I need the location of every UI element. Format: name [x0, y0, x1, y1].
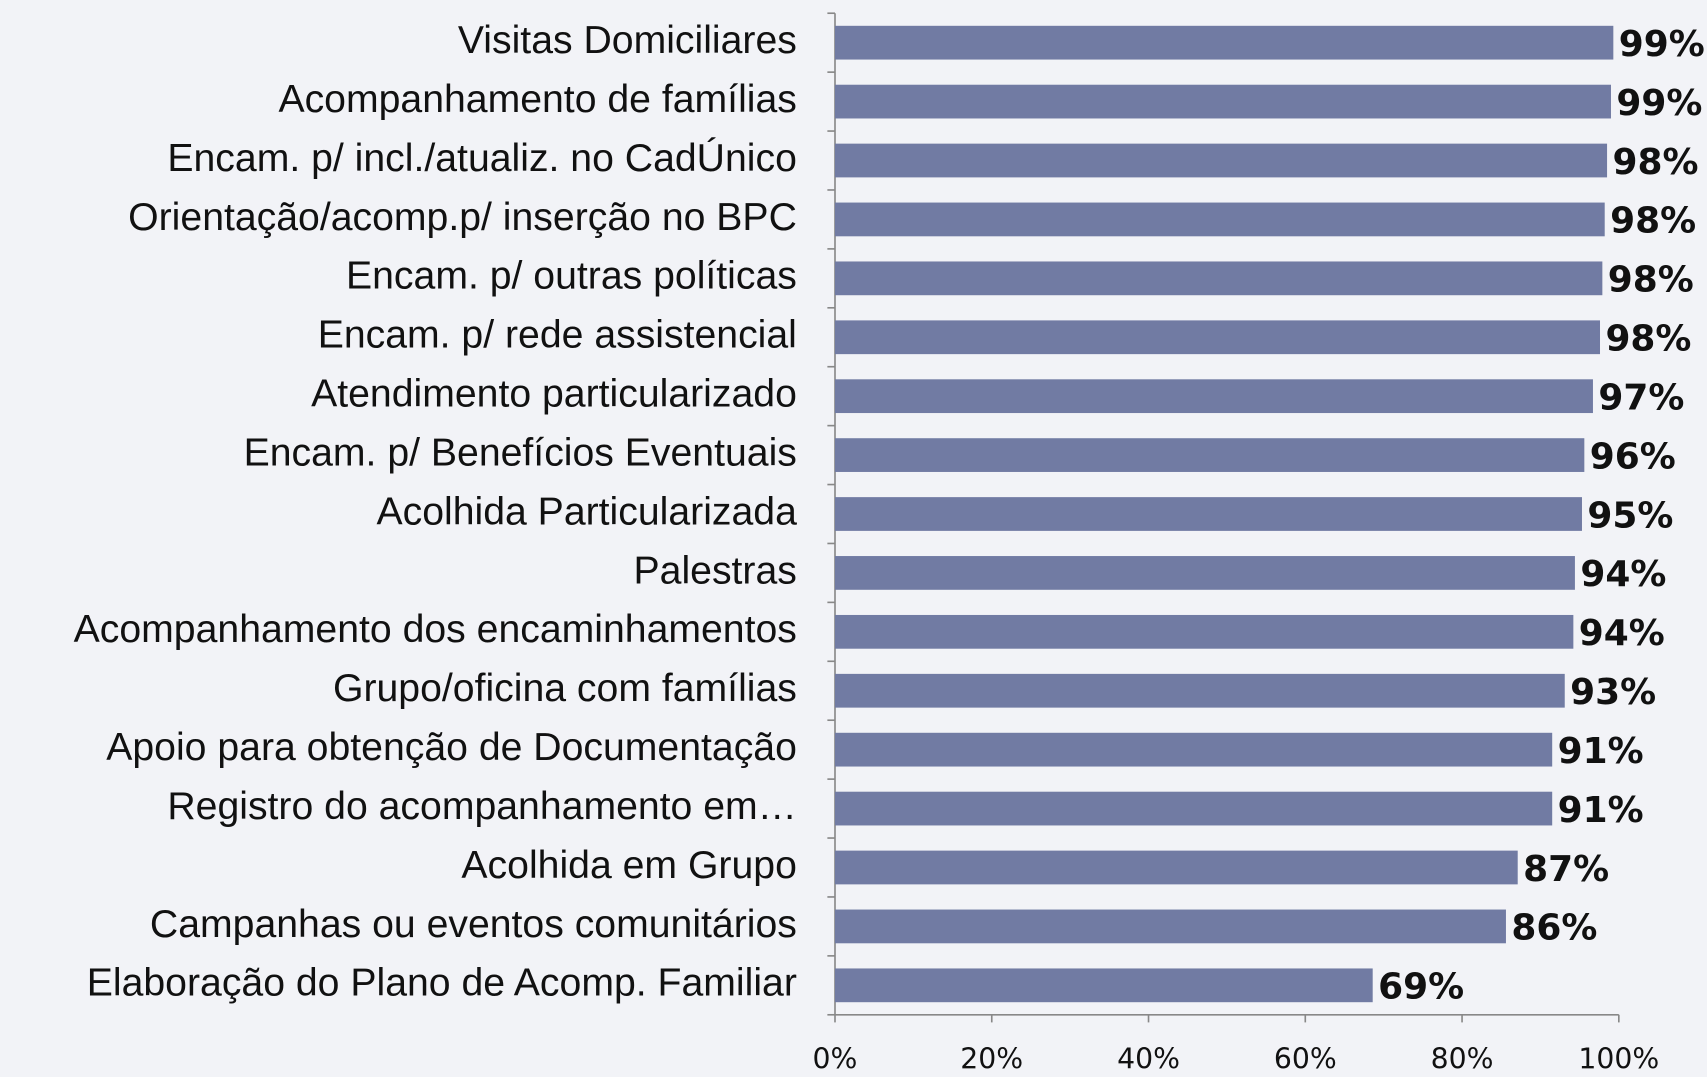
bar: [834, 379, 1593, 414]
value-label: 86%: [1511, 908, 1597, 949]
bar: [834, 673, 1565, 708]
value-label: 95%: [1587, 495, 1673, 536]
category-label: Encam. p/ outras políticas: [346, 255, 797, 298]
value-label: 97%: [1598, 377, 1684, 418]
bar: [834, 968, 1373, 1003]
bar: [834, 320, 1601, 355]
category-label: Grupo/oficina com famílias: [333, 667, 797, 710]
value-label: 93%: [1570, 672, 1656, 713]
value-label: 98%: [1605, 319, 1691, 360]
bar: [834, 497, 1582, 531]
category-label: Encam. p/ incl./atualiz. no CadÚnico: [167, 137, 797, 180]
value-label: 91%: [1558, 731, 1644, 772]
x-tick-label: 80%: [1431, 1043, 1494, 1076]
value-label: 87%: [1523, 849, 1609, 890]
bar: [834, 614, 1574, 649]
value-label: 98%: [1610, 201, 1696, 242]
bar: [834, 84, 1611, 119]
x-tick-label: 20%: [960, 1043, 1023, 1076]
category-label: Atendimento particularizado: [311, 373, 797, 416]
bar: [834, 556, 1575, 590]
value-label: 98%: [1608, 260, 1694, 301]
bar: [834, 850, 1518, 885]
value-label: 94%: [1580, 554, 1666, 595]
x-tick-label: 60%: [1274, 1043, 1337, 1076]
bar: [834, 261, 1603, 296]
bar: [834, 202, 1605, 237]
value-label: 94%: [1579, 613, 1665, 654]
bar: [834, 732, 1553, 767]
x-tick-label: 0%: [813, 1043, 858, 1076]
category-label: Acompanhamento dos encaminhamentos: [74, 608, 797, 651]
x-tick-label: 40%: [1117, 1043, 1180, 1076]
category-label: Apoio para obtenção de Documentação: [106, 726, 797, 769]
category-label: Campanhas ou eventos comunitários: [150, 903, 797, 946]
bar: [834, 438, 1585, 472]
category-label: Acompanhamento de famílias: [278, 78, 796, 121]
category-label: Elaboração do Plano de Acomp. Familiar: [87, 962, 797, 1005]
category-label: Orientação/acomp.p/ inserção no BPC: [128, 196, 797, 239]
bar: [834, 791, 1553, 826]
category-label: Visitas Domiciliares: [458, 19, 797, 62]
category-label: Acolhida Particularizada: [376, 490, 797, 533]
bar: [834, 25, 1614, 60]
category-label: Encam. p/ rede assistencial: [318, 314, 797, 357]
value-label: 98%: [1613, 142, 1699, 183]
bar: [834, 143, 1608, 178]
bar: [834, 909, 1506, 944]
value-label: 99%: [1616, 83, 1702, 124]
value-label: 96%: [1590, 436, 1676, 477]
value-label: 99%: [1619, 24, 1705, 65]
category-label: Registro do acompanhamento em…: [167, 785, 797, 828]
category-label: Encam. p/ Benefícios Eventuais: [244, 431, 797, 474]
value-label: 91%: [1558, 790, 1644, 831]
category-label: Palestras: [634, 549, 797, 592]
x-tick-label: 100%: [1578, 1043, 1659, 1076]
value-label: 69%: [1378, 967, 1464, 1008]
category-label: Acolhida em Grupo: [461, 844, 796, 887]
